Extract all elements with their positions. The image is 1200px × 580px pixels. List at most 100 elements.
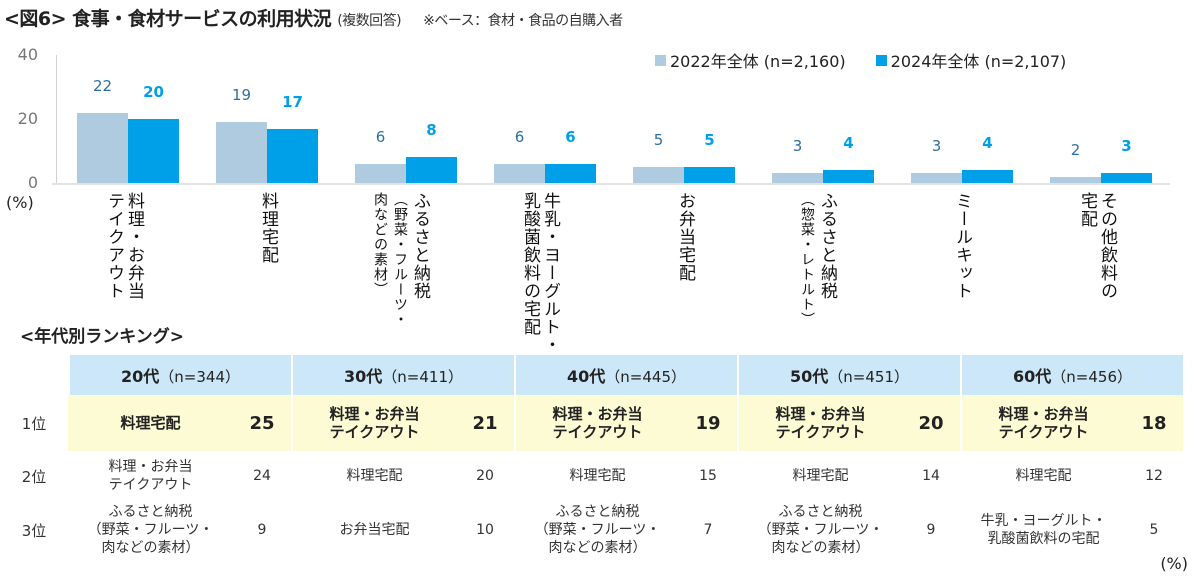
ranking-item-value: 5 <box>1149 522 1159 538</box>
ranking-item-name: 料理宅配 <box>960 451 1125 501</box>
ranking-item-name: 料理・お弁当 テイクアウト <box>514 395 679 451</box>
y-tick-40: 40 <box>17 45 38 64</box>
ranking-item-name: 料理・お弁当 テイクアウト <box>737 395 902 451</box>
category-label-takeout: 料理・お弁当 テイクアウト <box>104 192 144 300</box>
ranking-item-value: 15 <box>699 468 717 484</box>
y-axis-unit: (%) <box>6 193 34 212</box>
ranking-item-value: 19 <box>679 395 737 451</box>
ranking-item-value: 25 <box>233 395 291 451</box>
category-label-bento-delivery: お弁当宅配 <box>675 192 695 282</box>
bar-2024-5 <box>823 170 874 183</box>
value-label-2024-2: 8 <box>426 121 437 140</box>
ranking-item-name: ふるさと納税 （野菜・フルーツ・ 肉などの素材） <box>737 501 902 559</box>
value-label-2022-3: 6 <box>514 127 525 146</box>
y-axis <box>56 55 57 183</box>
ranking-item-value: 20 <box>476 468 494 484</box>
bar-2022-2 <box>355 163 406 183</box>
ranking-item-name: ふるさと納税 （野菜・フルーツ・ 肉などの素材） <box>514 501 679 559</box>
bar-2024-7 <box>1101 173 1152 183</box>
bar-2024-6 <box>962 170 1013 183</box>
base-note: ※ベース：食材・食品の自購入者 <box>423 13 623 29</box>
category-label-cooking-delivery: 料理宅配 <box>258 192 278 264</box>
ranking-title: <年代別ランキング> <box>20 327 184 347</box>
ranking-item-value: 20 <box>902 395 960 451</box>
value-label-2024-7: 3 <box>1121 137 1132 156</box>
bar-2022-4 <box>633 167 684 183</box>
bar-2022-1 <box>216 122 267 183</box>
x-axis <box>52 183 1170 185</box>
ranking-item-name: 料理宅配 <box>68 395 233 451</box>
y-tick-0: 0 <box>27 173 38 192</box>
ranking-item-name: 料理宅配 <box>737 451 902 501</box>
category-label-furusato-ingredients: ふるさと納税 （野菜・フルーツ・ 肉などの素材） <box>372 192 430 327</box>
legend-swatch-2024 <box>875 54 887 66</box>
value-label-2022-2: 6 <box>375 127 386 146</box>
header-30s: 30代（n=411） <box>291 355 514 395</box>
rank-label: 1位 <box>21 414 47 433</box>
bar-2022-0 <box>77 112 128 183</box>
legend-label-2024: 2024年全体 (n=2,107) <box>890 52 1067 71</box>
category-label-furusato-prepared: ふるさと納税 （惣菜・レトルト） <box>799 192 837 327</box>
bar-2024-3 <box>545 163 596 183</box>
bar-2022-6 <box>911 173 962 183</box>
ranking-item-name: 牛乳・ヨーグルト・ 乳酸菌飲料の宅配 <box>960 501 1125 559</box>
header-50s: 50代（n=451） <box>737 355 960 395</box>
value-label-2024-0: 20 <box>143 83 164 101</box>
chart-legend: 2022年全体 (n=2,160) 2024年全体 (n=2,107) <box>655 48 1066 72</box>
ranking-item-value: 10 <box>476 522 494 538</box>
value-label-2024-3: 6 <box>565 127 576 146</box>
ranking-item-value: 9 <box>257 522 267 538</box>
ranking-unit: (%) <box>1160 554 1188 573</box>
legend-label-2022: 2022年全体 (n=2,160) <box>670 52 846 71</box>
header-40s: 40代（n=445） <box>514 355 737 395</box>
ranking-item-value: 14 <box>922 468 940 484</box>
value-label-2022-7: 2 <box>1070 140 1081 159</box>
header-60s: 60代（n=456） <box>960 355 1183 395</box>
legend-swatch-2022 <box>655 54 666 66</box>
ranking-row-2: 2位 料理・お弁当 テイクアウト 24 料理宅配 20 料理宅配 15 料理宅配 14 料理宅配 12 <box>0 451 1183 501</box>
ranking-item-name: 料理・お弁当 テイクアウト <box>960 395 1125 451</box>
legend-item-2022: 2022年全体 (n=2,160) <box>655 48 846 72</box>
title-text: <図6> 食事・食材サービスの利用状況 <box>4 8 332 30</box>
ranking-item-name: ふるさと納税 （野菜・フルーツ・ 肉などの素材） <box>87 504 214 556</box>
header-20s: 20代（n=344） <box>68 355 291 395</box>
figure-title: <図6> 食事・食材サービスの利用状況 (複数回答) ※ベース：食材・食品の自購入者 <box>4 4 623 31</box>
rank-label: 3位 <box>21 521 47 540</box>
ranking-header-row: 20代（n=344） 30代（n=411） 40代（n=445） 50代（n=4… <box>0 355 1183 395</box>
bar-2022-3 <box>494 163 545 183</box>
ranking-item-value: 12 <box>1145 468 1163 484</box>
bar-2024-2 <box>406 157 457 183</box>
ranking-item-value: 21 <box>456 395 514 451</box>
ranking-item-name: お弁当宅配 <box>291 501 456 559</box>
value-label-2024-4: 5 <box>704 131 715 149</box>
value-label-2022-6: 3 <box>931 137 942 156</box>
ranking-item-name: 料理・お弁当 テイクアウト <box>291 395 456 451</box>
bar-2022-5 <box>772 173 823 183</box>
y-tick-20: 20 <box>17 109 38 128</box>
value-label-2022-0: 22 <box>92 76 113 95</box>
bar-2022-7 <box>1050 176 1101 183</box>
ranking-item-value: 7 <box>703 522 713 538</box>
ranking-item-value: 18 <box>1125 395 1183 451</box>
ranking-row-1: 1位 料理宅配 25 料理・お弁当 テイクアウト 21 料理・お弁当 テイクアウト 19 料理・お… <box>0 395 1183 451</box>
value-label-2024-5: 4 <box>843 134 854 153</box>
ranking-item-name: 料理宅配 <box>514 451 679 501</box>
bar-2024-0 <box>128 119 179 183</box>
ranking-item-name: 料理宅配 <box>291 451 456 501</box>
ranking-item-value: 24 <box>253 468 271 484</box>
ranking-item-name: 料理・お弁当 テイクアウト <box>108 459 193 493</box>
ranking-item-value: 9 <box>926 522 936 538</box>
rank-label: 2位 <box>21 467 47 486</box>
category-label-milk-delivery: 牛乳・ヨーグルト・ 乳酸菌飲料の宅配 <box>520 192 560 354</box>
value-label-2022-5: 3 <box>792 137 803 156</box>
category-label-meal-kit: ミールキット <box>952 192 972 300</box>
title-subtitle: (複数回答) <box>337 13 402 29</box>
value-label-2024-6: 4 <box>982 134 993 153</box>
legend-item-2024: 2024年全体 (n=2,107) <box>875 48 1067 72</box>
value-label-2022-1: 19 <box>231 86 252 105</box>
ranking-row-3: 3位 ふるさと納税 （野菜・フルーツ・ 肉などの素材） 9 お弁当宅配 10 ふるさと納税 （野… <box>0 501 1183 559</box>
category-label-other-beverage: その他飲料の 宅配 <box>1077 192 1117 300</box>
bar-2024-1 <box>267 128 318 183</box>
value-label-2024-1: 17 <box>282 92 303 111</box>
value-label-2022-4: 5 <box>653 131 664 149</box>
